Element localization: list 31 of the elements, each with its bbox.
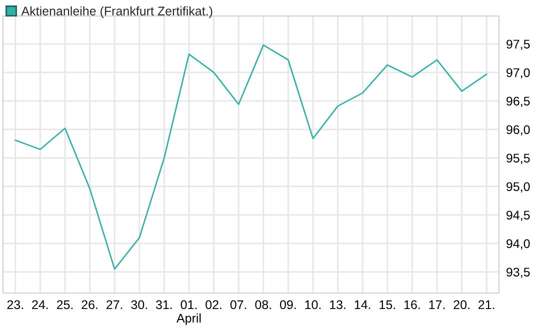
x-tick-label: 07. xyxy=(230,300,246,310)
x-tick-label: 01. April xyxy=(176,300,201,326)
x-tick-label: 17. xyxy=(429,300,445,310)
x-tick-label: 02. xyxy=(206,300,222,310)
x-tick-label: 10. xyxy=(305,300,321,310)
y-tick-label: 95,5 xyxy=(506,154,530,164)
y-tick-label: 94,0 xyxy=(506,239,530,250)
x-tick-label: 16. xyxy=(404,300,420,310)
x-tick-label: 25. xyxy=(56,300,73,310)
y-tick-label: 97,0 xyxy=(506,68,530,79)
x-tick-label: 13. xyxy=(330,300,346,310)
y-tick-label: 94,5 xyxy=(506,210,530,222)
x-tick-label: 24. xyxy=(32,300,48,310)
x-tick-label: 14. xyxy=(354,300,370,310)
x-tick-label: 15. xyxy=(380,300,395,310)
x-tick-label: 30. xyxy=(131,300,147,310)
x-tick-label: 08. xyxy=(255,300,271,310)
y-tick-label: 95,0 xyxy=(506,182,530,193)
x-tick-label: 21. xyxy=(478,300,494,310)
x-tick-label: 09. xyxy=(280,300,296,310)
x-tick-label: 26. xyxy=(82,300,98,310)
x-tick-label: 20. xyxy=(454,300,470,310)
y-tick-label: 93,5 xyxy=(506,268,530,278)
legend-label: Aktienanleihe (Frankfurt Zertifikat.) xyxy=(21,6,212,18)
y-tick-label: 96,0 xyxy=(506,125,530,136)
x-tick-label: 23. xyxy=(7,300,23,310)
line-series xyxy=(14,44,488,270)
x-tick-label: 27. xyxy=(106,300,122,310)
x-tick-label: 31. xyxy=(156,300,172,310)
y-tick-label: 96,5 xyxy=(506,96,530,108)
y-tick-label: 97,5 xyxy=(506,40,530,50)
